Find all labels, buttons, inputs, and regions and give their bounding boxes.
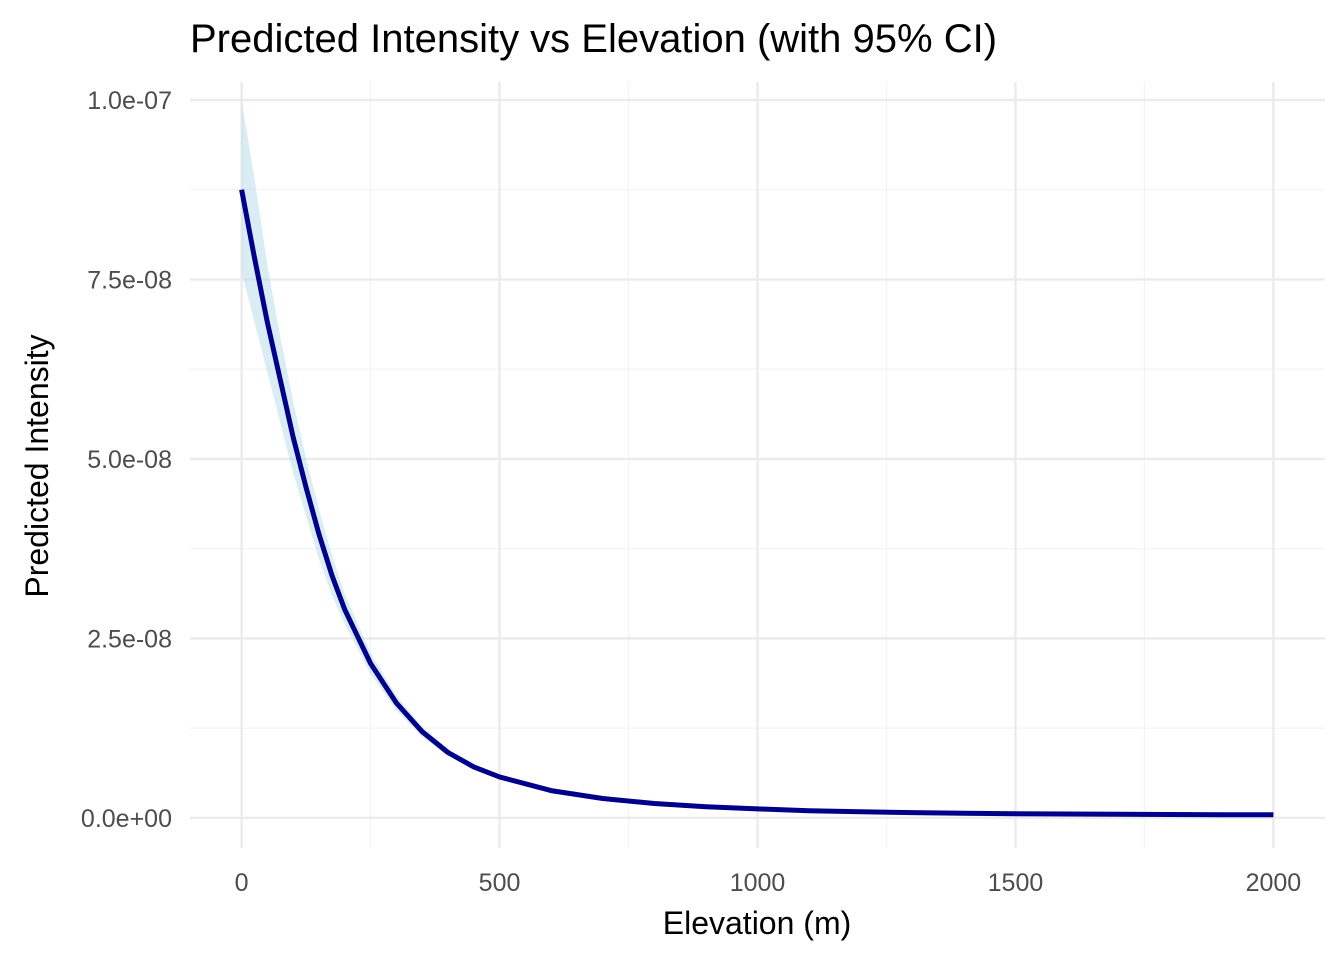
y-tick-label: 7.5e-08 <box>87 266 172 294</box>
grid <box>190 82 1325 848</box>
y-tick-label: 1.0e-07 <box>87 87 172 115</box>
y-tick-label: 0.0e+00 <box>81 805 172 833</box>
x-tick-label: 0 <box>235 869 249 897</box>
y-axis-ticks: 0.0e+00 2.5e-08 5.0e-08 7.5e-08 1.0e-07 <box>81 87 172 833</box>
x-tick-label: 1500 <box>988 869 1044 897</box>
y-axis-title: Predicted Intensity <box>19 334 55 597</box>
x-axis-title: Elevation (m) <box>663 905 852 941</box>
x-tick-label: 1000 <box>730 869 786 897</box>
chart-title: Predicted Intensity vs Elevation (with 9… <box>190 17 997 61</box>
x-tick-label: 2000 <box>1246 869 1302 897</box>
series-line <box>239 189 1274 818</box>
x-axis-ticks: 0 500 1000 1500 2000 <box>235 869 1302 897</box>
series-line-group <box>239 189 1274 818</box>
y-tick-label: 5.0e-08 <box>87 446 172 474</box>
y-tick-label: 2.5e-08 <box>87 625 172 653</box>
x-tick-label: 500 <box>479 869 521 897</box>
